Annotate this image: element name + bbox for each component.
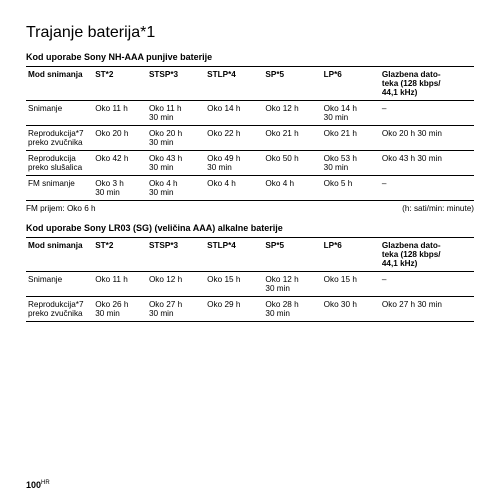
section1-subtitle: Kod uporabe Sony NH-AAA punjive baterije	[26, 52, 474, 62]
cell: Oko 4 h	[205, 176, 263, 201]
cell: Oko 27 h 30 min	[380, 297, 474, 322]
cell: Oko 49 h30 min	[205, 151, 263, 176]
th-sp: SP*5	[263, 67, 321, 101]
cell: Oko 12 h	[263, 101, 321, 126]
cell: Oko 4 h30 min	[147, 176, 205, 201]
th-sp: SP*5	[263, 238, 321, 272]
cell: Oko 27 h30 min	[147, 297, 205, 322]
cell: Oko 22 h	[205, 126, 263, 151]
table-row: Reprodukcija*7preko zvučnika Oko 26 h30 …	[26, 297, 474, 322]
cell: Oko 20 h 30 min	[380, 126, 474, 151]
cell: Oko 20 h30 min	[147, 126, 205, 151]
cell: Oko 43 h 30 min	[380, 151, 474, 176]
th-stlp: STLP*4	[205, 67, 263, 101]
th-st: ST*2	[93, 238, 147, 272]
cell: –	[380, 101, 474, 126]
cell: Oko 21 h	[322, 126, 380, 151]
th-music: Glazbena dato-teka (128 kbps/44,1 kHz)	[380, 238, 474, 272]
th-music: Glazbena dato-teka (128 kbps/44,1 kHz)	[380, 67, 474, 101]
cell: Oko 4 h	[263, 176, 321, 201]
cell: Oko 14 h	[205, 101, 263, 126]
table-1: Mod snimanja ST*2 STSP*3 STLP*4 SP*5 LP*…	[26, 66, 474, 201]
cell: Oko 12 h30 min	[263, 272, 321, 297]
cell: Oko 26 h30 min	[93, 297, 147, 322]
th-lp: LP*6	[322, 67, 380, 101]
cell: Oko 11 h30 min	[147, 101, 205, 126]
fm-note: FM prijem: Oko 6 h	[26, 204, 96, 213]
table-2: Mod snimanja ST*2 STSP*3 STLP*4 SP*5 LP*…	[26, 237, 474, 322]
cell: Oko 42 h	[93, 151, 147, 176]
cell: Oko 20 h	[93, 126, 147, 151]
cell: FM snimanje	[26, 176, 93, 201]
th-lp: LP*6	[322, 238, 380, 272]
section2-subtitle: Kod uporabe Sony LR03 (SG) (veličina AAA…	[26, 223, 474, 233]
cell: Oko 11 h	[93, 272, 147, 297]
cell: Oko 29 h	[205, 297, 263, 322]
page-number: 100HR	[26, 480, 50, 490]
cell: Oko 15 h	[322, 272, 380, 297]
table-row: Snimanje Oko 11 h Oko 12 h Oko 15 h Oko …	[26, 272, 474, 297]
th-mode: Mod snimanja	[26, 67, 93, 101]
table-row: Reprodukcijapreko slušalica Oko 42 h Oko…	[26, 151, 474, 176]
cell: Reprodukcija*7preko zvučnika	[26, 297, 93, 322]
cell: Reprodukcijapreko slušalica	[26, 151, 93, 176]
th-stlp: STLP*4	[205, 238, 263, 272]
th-st: ST*2	[93, 67, 147, 101]
cell: Oko 21 h	[263, 126, 321, 151]
cell: Oko 30 h	[322, 297, 380, 322]
th-stsp: STSP*3	[147, 67, 205, 101]
cell: Snimanje	[26, 272, 93, 297]
table-row: Reprodukcija*7preko zvučnika Oko 20 h Ok…	[26, 126, 474, 151]
cell: Oko 28 h30 min	[263, 297, 321, 322]
cell: Snimanje	[26, 101, 93, 126]
th-mode: Mod snimanja	[26, 238, 93, 272]
units-note: (h: sati/min: minute)	[402, 204, 474, 213]
cell: Oko 50 h	[263, 151, 321, 176]
cell: –	[380, 272, 474, 297]
cell: Oko 3 h30 min	[93, 176, 147, 201]
page-title: Trajanje baterija*1	[26, 24, 474, 42]
cell: Oko 15 h	[205, 272, 263, 297]
cell: Oko 43 h30 min	[147, 151, 205, 176]
cell: Oko 12 h	[147, 272, 205, 297]
table-row: Snimanje Oko 11 h Oko 11 h30 min Oko 14 …	[26, 101, 474, 126]
cell: –	[380, 176, 474, 201]
cell: Oko 53 h30 min	[322, 151, 380, 176]
cell: Reprodukcija*7preko zvučnika	[26, 126, 93, 151]
th-stsp: STSP*3	[147, 238, 205, 272]
cell: Oko 11 h	[93, 101, 147, 126]
table-row: FM snimanje Oko 3 h30 min Oko 4 h30 min …	[26, 176, 474, 201]
cell: Oko 14 h30 min	[322, 101, 380, 126]
cell: Oko 5 h	[322, 176, 380, 201]
